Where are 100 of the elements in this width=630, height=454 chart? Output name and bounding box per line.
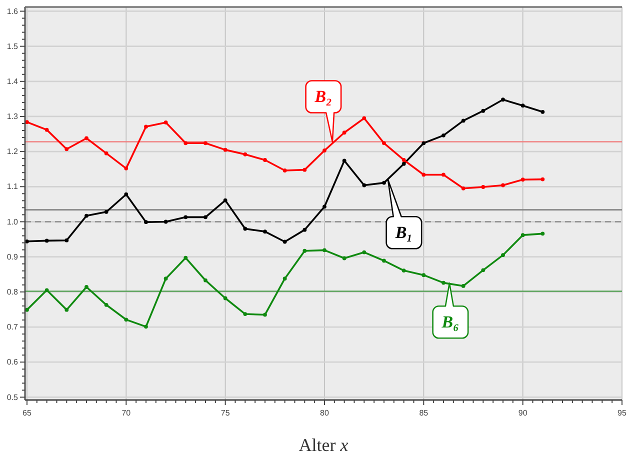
point — [501, 98, 505, 102]
point — [164, 276, 168, 281]
point — [342, 256, 346, 260]
point — [204, 141, 208, 146]
point — [25, 308, 29, 312]
point — [144, 220, 148, 224]
point — [302, 248, 307, 253]
point — [223, 296, 228, 300]
y-tick-label: 1.5 — [6, 42, 19, 51]
x-tick-label: 90 — [518, 408, 528, 418]
x-tick-label: 65 — [22, 408, 32, 418]
point — [481, 268, 486, 272]
point — [144, 124, 148, 129]
point — [64, 238, 69, 242]
point — [540, 177, 545, 182]
point — [164, 220, 168, 224]
point — [263, 158, 267, 162]
point — [382, 180, 386, 185]
point — [501, 253, 505, 258]
point — [84, 136, 88, 140]
point — [362, 116, 366, 120]
point — [322, 204, 326, 209]
point — [302, 228, 307, 232]
point — [64, 308, 69, 312]
point — [144, 324, 148, 329]
point — [540, 110, 545, 114]
point — [25, 239, 29, 244]
point — [402, 162, 406, 166]
y-tick-label: 1.4 — [6, 76, 19, 86]
point — [184, 256, 188, 260]
point — [164, 120, 168, 124]
point — [44, 238, 49, 243]
annotation: B₁ — [394, 223, 413, 242]
point — [362, 250, 366, 254]
y-tick-label: 0.8 — [6, 287, 19, 296]
point — [461, 186, 466, 190]
x-tick-label: 95 — [618, 408, 627, 418]
x-tick-label: 80 — [320, 408, 330, 418]
point — [282, 240, 287, 244]
point — [204, 215, 208, 220]
point — [223, 198, 228, 202]
point — [442, 133, 446, 138]
point — [382, 141, 386, 146]
point — [184, 215, 188, 220]
annotation: B₂ — [314, 87, 332, 106]
point — [461, 118, 466, 123]
point — [302, 168, 307, 172]
point — [44, 128, 49, 132]
point — [104, 302, 108, 307]
y-tick-label: 1.6 — [6, 6, 19, 16]
point — [382, 258, 386, 263]
point — [104, 210, 108, 214]
point — [322, 148, 326, 152]
point — [104, 151, 108, 156]
point — [124, 166, 128, 170]
x-tick-label: 85 — [419, 408, 429, 418]
point — [243, 312, 248, 316]
point — [501, 183, 505, 188]
point — [124, 318, 128, 322]
y-tick-label: 1.2 — [6, 147, 19, 156]
x-tick-label: 75 — [220, 408, 230, 418]
point — [342, 130, 346, 135]
point — [184, 141, 188, 146]
point — [263, 312, 267, 317]
x-axis-title: Alter x — [298, 435, 348, 454]
point — [422, 273, 426, 278]
point — [243, 226, 248, 231]
point — [362, 183, 366, 188]
point — [322, 248, 326, 252]
point — [204, 278, 208, 282]
point — [540, 232, 545, 236]
annotation: B₆ — [440, 312, 460, 332]
point — [44, 288, 49, 292]
point — [422, 172, 426, 177]
point — [342, 158, 346, 163]
y-tick-label: 1.0 — [6, 217, 19, 226]
point — [282, 276, 287, 281]
y-tick-label: 0.7 — [6, 322, 19, 332]
x-tick-label: 70 — [122, 408, 132, 418]
y-tick-label: 1.1 — [6, 182, 19, 192]
y-tick-label: 0.9 — [6, 252, 19, 262]
y-tick-label: 0.5 — [6, 392, 19, 402]
point — [263, 230, 267, 234]
point — [282, 168, 287, 172]
y-tick-label: 1.3 — [6, 112, 19, 122]
point — [402, 268, 406, 272]
point — [84, 285, 88, 289]
point — [520, 233, 525, 238]
point — [520, 178, 525, 182]
point — [243, 152, 248, 156]
point — [442, 280, 446, 285]
point — [25, 120, 29, 124]
point — [481, 108, 486, 113]
point — [481, 185, 486, 189]
point — [124, 192, 128, 196]
y-tick-label: 0.6 — [6, 358, 19, 367]
point — [84, 214, 88, 218]
point — [461, 284, 466, 288]
point — [442, 172, 446, 177]
point — [402, 158, 406, 162]
